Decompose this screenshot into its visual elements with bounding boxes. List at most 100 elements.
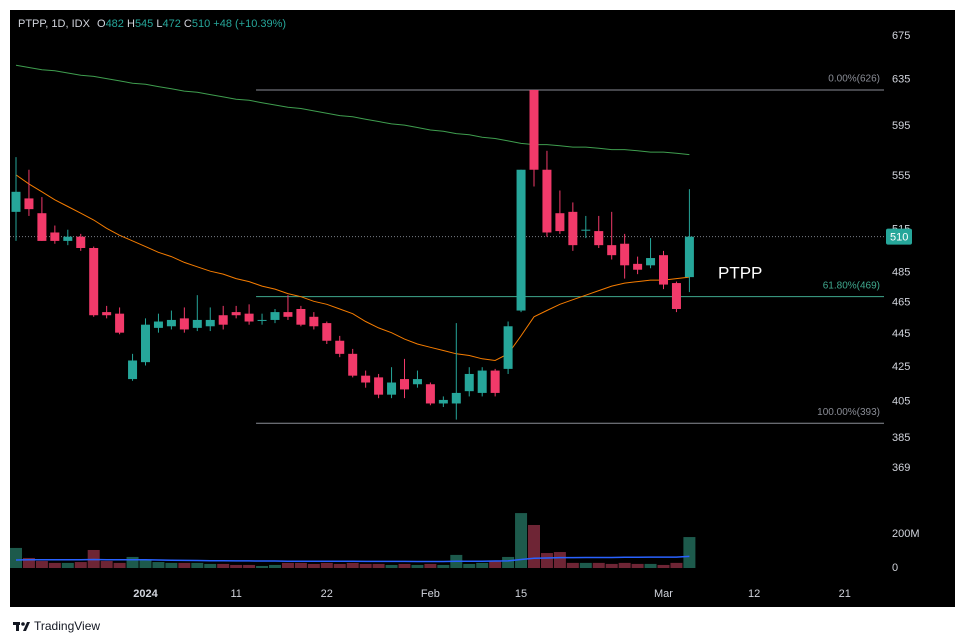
volume-bar <box>10 547 22 568</box>
footer-logo <box>13 622 30 631</box>
candle-body <box>270 312 280 320</box>
candle-body <box>503 326 513 369</box>
x-tick-label: 2024 <box>133 588 158 600</box>
volume-bar <box>346 562 359 568</box>
candle-body <box>568 211 578 246</box>
fib-label: 100.00%(393) <box>817 407 880 418</box>
volume-bar <box>256 565 269 568</box>
candle-body <box>63 236 73 241</box>
candle-body <box>659 255 668 285</box>
y-tick-label: 369 <box>892 462 910 474</box>
volume-bar <box>553 552 566 568</box>
volume-bar <box>683 537 696 568</box>
y-tick-label: 555 <box>892 170 910 182</box>
volume-bar <box>463 563 476 568</box>
candle-body <box>529 89 539 170</box>
y-tick-label: 405 <box>892 396 910 408</box>
candle-body <box>102 312 112 316</box>
candle-body <box>477 370 487 393</box>
volume-bar <box>644 563 657 568</box>
ohlc-label: H <box>127 18 135 30</box>
volume-bar <box>204 563 217 568</box>
y-tick-label: 385 <box>892 432 910 444</box>
volume-bar <box>165 562 178 568</box>
volume-bar <box>579 562 592 568</box>
y-tick-label: 445 <box>892 328 910 340</box>
volume-bar <box>48 562 61 568</box>
last-price-box <box>886 228 912 245</box>
volume-bar <box>657 564 670 568</box>
volume-bar <box>398 563 411 568</box>
candle-body <box>37 213 47 241</box>
candle-body <box>50 232 60 241</box>
candle-body <box>542 169 552 233</box>
chart-title: PTPP, 1D, IDX <box>18 18 91 30</box>
volume-bar <box>113 562 126 568</box>
volume-bar <box>540 553 553 568</box>
y-tick-label: 595 <box>892 120 910 132</box>
ohlc-label: L <box>156 18 162 30</box>
candle-body <box>633 263 643 270</box>
annotation: PTPP <box>718 263 762 282</box>
volume-bar <box>139 560 152 568</box>
candle-body <box>425 384 435 404</box>
y-tick-label: 425 <box>892 361 910 373</box>
volume-bar <box>333 563 346 568</box>
volume-bar <box>320 562 333 568</box>
y-tick-label: 465 <box>892 297 910 309</box>
volume-bar <box>592 562 605 568</box>
volume-bar <box>424 563 437 568</box>
y-tick-label: 485 <box>892 267 910 279</box>
volume-bar <box>618 562 631 568</box>
volume-bar <box>359 563 372 568</box>
volume-bar <box>243 564 256 568</box>
volume-bar <box>489 561 502 568</box>
volume-bar <box>385 564 398 568</box>
candle-body <box>141 324 150 363</box>
moving-average-line <box>15 174 690 362</box>
x-tick-label: 12 <box>748 588 760 600</box>
candle-body <box>218 315 228 325</box>
chart-header: PTPP, 1D, IDX O482 H545 L472 C510 +48 (+… <box>18 18 286 30</box>
candle-body <box>438 399 448 404</box>
candle-body <box>89 248 99 316</box>
volume-bar <box>22 557 35 568</box>
chart-background <box>10 10 955 607</box>
moving-average-line <box>15 64 690 156</box>
change-label: +48 (+10.39%) <box>213 18 286 30</box>
ohlc-label: O <box>97 18 106 30</box>
x-tick-label: Mar <box>654 588 673 600</box>
volume-bar <box>566 562 579 568</box>
x-tick-label: 21 <box>839 588 851 600</box>
last-price-label: 510 <box>890 232 908 244</box>
volume-bar <box>61 562 74 568</box>
ohlc-value: 472 <box>162 18 180 30</box>
fib-label: 0.00%(626) <box>828 74 880 85</box>
x-tick-label: Feb <box>421 588 440 600</box>
x-tick-label: 22 <box>321 588 333 600</box>
candle-body <box>607 245 617 256</box>
volume-bar <box>74 562 87 568</box>
candle-body <box>231 312 241 316</box>
candle-body <box>490 370 500 393</box>
candle-body <box>555 213 565 232</box>
y-tick-label: 675 <box>892 30 910 42</box>
candle-body <box>24 198 34 210</box>
y-tick-label: 635 <box>892 74 910 86</box>
candle-body <box>179 318 189 330</box>
volume-tick-label: 200M <box>892 528 920 540</box>
volume-bar <box>476 562 489 568</box>
candle-body <box>451 392 461 404</box>
x-tick-label: 15 <box>515 588 527 600</box>
volume-bar <box>178 562 191 568</box>
volume-bar <box>294 562 307 568</box>
volume-bar <box>217 563 230 568</box>
x-tick-label: 11 <box>230 588 241 600</box>
volume-bar <box>515 513 528 568</box>
volume-bar <box>307 563 320 568</box>
footer-brand: TradingView <box>34 619 100 633</box>
candle-body <box>166 319 176 327</box>
candle-body <box>322 323 332 341</box>
volume-bar <box>411 564 424 568</box>
